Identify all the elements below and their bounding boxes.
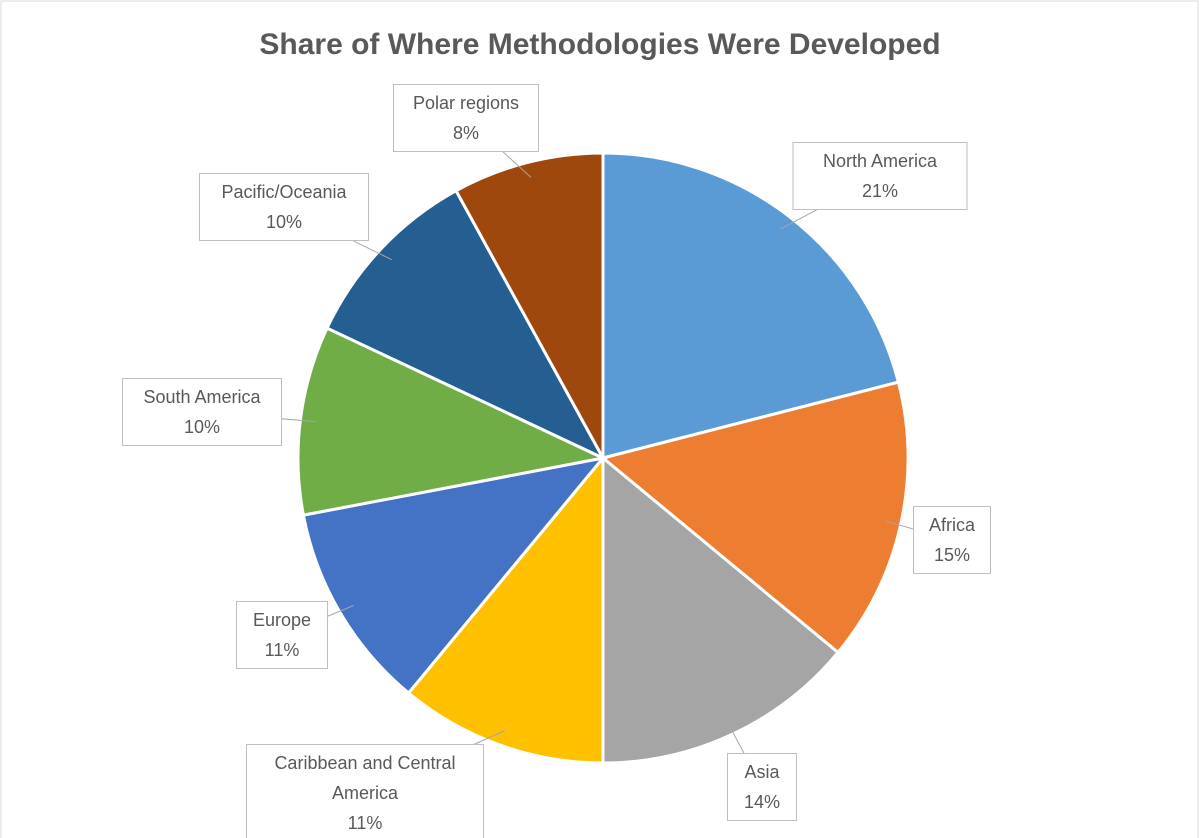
label-name: Pacific/Oceania — [221, 182, 347, 202]
label-value: 11% — [264, 640, 300, 660]
data-label: Europe 11% — [236, 601, 328, 669]
pie-slice — [296, 326, 608, 517]
label-value: 14% — [743, 792, 781, 812]
label-name: South America — [143, 387, 261, 407]
pie-slice — [301, 455, 607, 696]
label-value: 8% — [452, 123, 479, 143]
label-name: Europe — [252, 610, 312, 630]
data-label: Asia 14% — [727, 753, 797, 821]
pie-slice — [601, 454, 841, 765]
pie-slice — [406, 453, 605, 765]
pie-slice — [599, 380, 910, 655]
label-name: North America — [822, 151, 938, 171]
chart-title: Share of Where Methodologies Were Develo… — [259, 28, 940, 61]
label-value: 21% — [861, 181, 899, 201]
label-value: 11% — [347, 813, 383, 833]
data-label: North America 21% — [792, 142, 968, 210]
label-name: Africa — [928, 515, 975, 535]
pie-slice — [454, 151, 605, 459]
label-name: Asia — [744, 762, 780, 782]
label-name: Caribbean and Central America — [274, 753, 456, 803]
data-label: South America 10% — [122, 378, 282, 446]
label-value: 10% — [183, 417, 221, 437]
label-value: 10% — [265, 212, 303, 232]
data-label: Pacific/Oceania 10% — [199, 173, 369, 241]
pie-slice — [601, 151, 901, 460]
label-name: Polar regions — [412, 93, 520, 113]
data-label: Africa 15% — [913, 506, 991, 574]
pie-slice — [325, 188, 607, 462]
data-label: Polar regions 8% — [393, 84, 539, 152]
label-value: 15% — [933, 545, 971, 565]
data-label: Caribbean and Central America 11% — [246, 744, 484, 838]
